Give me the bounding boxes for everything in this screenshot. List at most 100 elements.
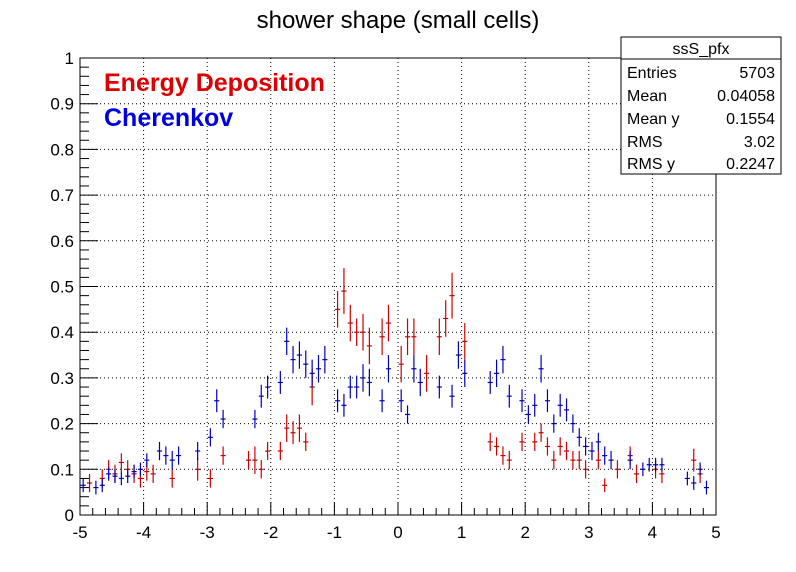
data-point — [398, 389, 404, 413]
data-point — [341, 393, 347, 417]
stats-label-rms: RMS — [627, 134, 663, 151]
stats-box: ssS_pfx Entries 5703 Mean 0.04058 Mean y… — [620, 36, 782, 175]
data-point — [494, 359, 500, 388]
data-point — [360, 313, 366, 351]
data-point — [538, 423, 544, 442]
data-point — [125, 469, 131, 484]
stats-label-rms-y: RMS y — [627, 156, 675, 173]
stats-box-title: ssS_pfx — [673, 41, 730, 58]
data-point — [411, 355, 417, 383]
data-point — [691, 476, 697, 490]
data-point — [494, 437, 500, 456]
data-point — [220, 409, 226, 429]
data-point — [455, 341, 461, 369]
x-tick-label: 4 — [648, 523, 657, 542]
stats-label-mean: Mean — [627, 88, 667, 105]
y-tick-label: 1 — [65, 49, 74, 68]
data-point — [417, 368, 423, 397]
data-point — [398, 345, 404, 383]
data-point — [462, 359, 468, 388]
data-point — [265, 441, 271, 461]
data-point — [207, 469, 213, 488]
data-point — [544, 437, 551, 456]
data-point — [500, 345, 506, 374]
data-point — [290, 345, 296, 374]
x-tick-label: 5 — [711, 523, 720, 542]
data-point — [195, 457, 201, 481]
data-point — [131, 464, 137, 479]
data-point — [595, 451, 601, 470]
data-point — [449, 272, 455, 319]
data-point — [366, 368, 372, 397]
data-point — [411, 318, 417, 356]
data-point — [379, 389, 385, 413]
data-point — [303, 432, 309, 452]
data-point — [347, 304, 353, 342]
data-point — [551, 451, 557, 470]
data-point — [646, 457, 652, 472]
y-tick-label: 0.5 — [50, 278, 74, 297]
data-point — [544, 389, 551, 413]
data-point — [532, 393, 538, 417]
y-tick-label: 0.2 — [50, 415, 74, 434]
data-point — [195, 441, 201, 461]
data-point — [684, 471, 690, 486]
data-point — [703, 480, 710, 495]
data-point — [106, 467, 112, 481]
stats-value-mean: 0.04058 — [717, 88, 775, 105]
data-point — [118, 471, 124, 486]
x-tick-label: -4 — [136, 523, 151, 542]
data-point — [245, 451, 252, 470]
data-point — [404, 318, 411, 356]
data-point — [659, 457, 665, 472]
legend-energy-deposition: Energy Deposition — [104, 69, 325, 97]
series-cherenkov — [80, 327, 710, 495]
data-point — [163, 446, 169, 465]
data-point — [532, 432, 538, 452]
data-point — [640, 462, 646, 477]
data-point — [156, 441, 163, 461]
data-point — [519, 432, 525, 452]
data-point — [583, 460, 589, 479]
data-point — [99, 478, 105, 493]
data-point — [354, 375, 360, 399]
data-point — [290, 421, 296, 445]
data-point — [538, 355, 544, 383]
data-point — [284, 414, 290, 442]
x-tick-label: 1 — [457, 523, 466, 542]
data-point — [583, 437, 589, 456]
y-tick-label: 0.6 — [50, 232, 74, 251]
data-point — [379, 318, 385, 356]
data-point — [360, 364, 366, 392]
stats-box-frame — [620, 36, 782, 175]
data-point — [220, 446, 226, 465]
data-point — [93, 480, 99, 495]
data-point — [144, 453, 150, 468]
data-point — [653, 457, 659, 472]
data-point — [608, 451, 614, 470]
x-tick-label: 2 — [520, 523, 529, 542]
stats-value-mean-y: 0.1554 — [726, 111, 775, 128]
data-point — [557, 437, 563, 456]
data-point — [487, 432, 493, 452]
data-point — [424, 355, 430, 392]
data-point — [633, 464, 640, 484]
data-point — [303, 350, 309, 378]
x-tick-label: -5 — [72, 523, 87, 542]
data-point — [118, 453, 124, 472]
data-point — [563, 398, 570, 422]
data-point — [80, 478, 86, 493]
data-point — [284, 327, 290, 356]
data-point — [296, 341, 302, 369]
data-point — [551, 414, 557, 433]
data-point — [252, 446, 258, 474]
data-point — [576, 428, 582, 447]
data-point — [258, 460, 264, 479]
data-point — [487, 371, 493, 394]
data-point — [315, 355, 322, 383]
stats-value-rms: 3.02 — [744, 134, 775, 151]
data-point — [366, 327, 372, 365]
data-series — [80, 268, 710, 495]
data-point — [252, 409, 258, 429]
